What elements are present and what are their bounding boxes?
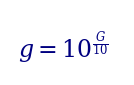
Text: $g = 10^{\frac{G}{10}}$: $g = 10^{\frac{G}{10}}$ <box>18 29 109 66</box>
